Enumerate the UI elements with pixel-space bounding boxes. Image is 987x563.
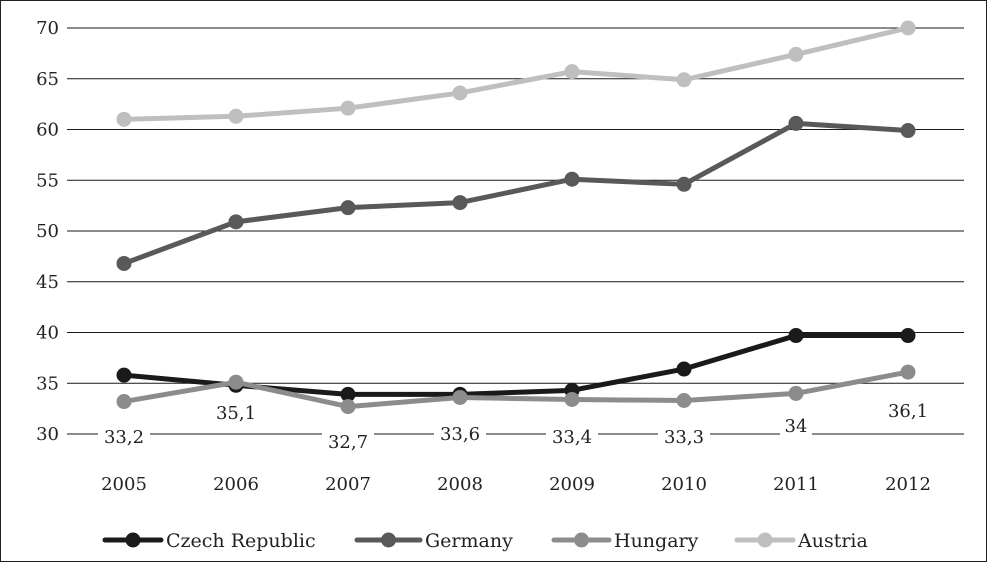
data-point-czech-republic-2012 (900, 328, 916, 344)
data-point-austria-2005 (116, 111, 132, 127)
series-line-hungary (121, 369, 911, 410)
x-axis-tick-labels: 2005 2006 2007 2008 2009 2010 2011 2012 (101, 474, 931, 495)
legend-label-austria: Austria (797, 530, 868, 552)
legend-swatch-marker-czech-republic (125, 532, 141, 548)
x-tick-label-2006: 2006 (213, 474, 259, 495)
legend-swatch-marker-austria (757, 532, 773, 548)
data-point-czech-republic-2010 (676, 361, 692, 377)
data-point-hungary-2006 (228, 374, 244, 390)
data-label-2012: 36,1 (888, 401, 928, 422)
data-label-bg-2012 (882, 400, 934, 422)
y-tick-label-60: 60 (36, 120, 59, 141)
data-point-hungary-2010 (676, 393, 692, 409)
y-tick-label-45: 45 (36, 272, 59, 293)
data-point-austria-2012 (900, 20, 916, 36)
legend-label-czech-republic: Czech Republic (166, 530, 316, 552)
data-point-austria-2009 (564, 64, 580, 80)
data-point-hungary-2007 (340, 399, 356, 415)
y-tick-label-55: 55 (36, 170, 59, 191)
data-point-czech-republic-2007 (340, 386, 356, 402)
data-labels: 33,2 35,1 32,7 33,6 33,4 33,3 34 36,1 (98, 400, 934, 453)
data-point-hungary-2012 (900, 364, 916, 380)
legend-swatch-marker-germany (381, 532, 396, 548)
data-point-austria-2006 (228, 108, 244, 124)
series-germany (116, 115, 916, 271)
data-point-germany-2012 (900, 123, 916, 139)
x-tick-label-2010: 2010 (661, 474, 707, 495)
data-label-bg-2011 (780, 415, 812, 437)
series-line-austria (121, 25, 911, 122)
data-label-2006: 35,1 (216, 403, 256, 424)
data-label-bg-2007 (322, 431, 374, 453)
data-label-2011: 34 (785, 416, 808, 437)
x-tick-label-2011: 2011 (773, 474, 819, 495)
data-point-czech-republic-2005 (116, 367, 132, 383)
data-point-austria-2008 (452, 85, 468, 101)
x-tick-label-2007: 2007 (325, 474, 371, 495)
y-tick-label-30: 30 (36, 424, 59, 445)
data-label-bg-2009 (546, 426, 598, 448)
data-point-austria-2011 (788, 46, 804, 62)
data-point-hungary-2005 (116, 394, 132, 410)
data-label-bg-2005 (98, 426, 150, 448)
data-point-hungary-2011 (788, 385, 804, 401)
data-label-2005: 33,2 (104, 427, 144, 448)
series-line-germany (121, 120, 911, 266)
data-point-austria-2010 (676, 72, 692, 88)
x-tick-label-2009: 2009 (549, 474, 595, 495)
data-label-2007: 32,7 (328, 432, 368, 453)
data-point-germany-2007 (340, 200, 356, 216)
data-point-germany-2006 (228, 214, 244, 230)
series-lines (116, 20, 916, 415)
data-point-hungary-2009 (564, 391, 580, 407)
data-label-2009: 33,4 (552, 427, 592, 448)
x-tick-label-2012: 2012 (885, 474, 931, 495)
x-tick-label-2005: 2005 (101, 474, 147, 495)
legend-swatch-marker-hungary (574, 532, 589, 548)
y-tick-label-70: 70 (36, 18, 59, 39)
y-tick-label-65: 65 (36, 69, 59, 90)
legend-item-austria: Austria (734, 530, 868, 552)
y-tick-label-50: 50 (36, 221, 59, 242)
y-axis-tick-labels: 30 35 40 45 50 55 60 65 70 (36, 18, 59, 445)
data-point-germany-2010 (676, 176, 692, 192)
legend-label-germany: Germany (425, 530, 513, 552)
data-label-2008: 33,6 (440, 424, 480, 445)
data-point-germany-2005 (116, 255, 132, 271)
legend-label-hungary: Hungary (614, 530, 699, 552)
data-point-hungary-2008 (452, 389, 468, 405)
data-point-germany-2009 (564, 171, 580, 187)
series-austria (116, 20, 916, 127)
data-point-germany-2011 (788, 115, 804, 131)
legend-item-czech-republic: Czech Republic (102, 530, 316, 552)
data-label-bg-2006 (210, 402, 262, 424)
y-tick-label-35: 35 (36, 373, 59, 394)
legend: Czech Republic Germany Hungary Austria (102, 530, 868, 552)
data-point-czech-republic-2011 (788, 328, 804, 344)
gridlines (67, 27, 964, 435)
series-hungary (116, 364, 916, 415)
data-point-austria-2007 (340, 100, 356, 116)
legend-item-hungary: Hungary (551, 530, 699, 552)
legend-item-germany: Germany (354, 530, 513, 552)
data-label-bg-2008 (434, 423, 486, 445)
x-tick-label-2008: 2008 (437, 474, 483, 495)
y-tick-label-40: 40 (36, 323, 59, 344)
data-point-germany-2008 (452, 195, 468, 211)
data-label-2010: 33,3 (664, 427, 704, 448)
data-label-bg-2010 (658, 426, 710, 448)
